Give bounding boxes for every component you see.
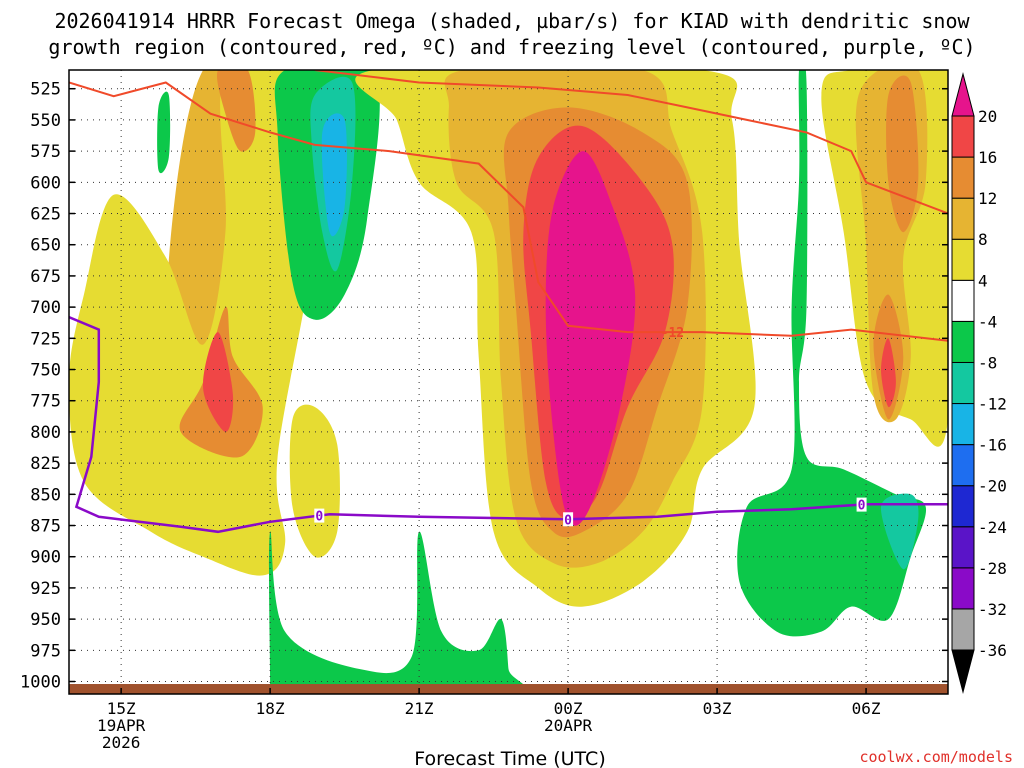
y-tick-label: 625 [30,205,61,225]
colorbar-swatch [951,485,975,528]
colorbar-swatch [951,279,975,322]
y-tick-label: 725 [30,329,61,349]
dendritic-contour-line [69,81,948,342]
colorbar-label: 12 [978,189,997,208]
x-tick-label: 03Z [703,699,732,718]
credit-link[interactable]: coolwx.com/models [859,748,1013,766]
omega-region [202,332,234,432]
colorbar: -36 -32 -28 -24 -20 -16 -12 -8 -4 4 8 12 16 20 [951,72,1007,694]
colorbar-label: 8 [978,230,988,249]
omega-region [289,404,340,558]
colorbar-label: -32 [978,600,1007,619]
x-tick-label: 21Z [405,699,434,718]
colorbar-label: -28 [978,559,1007,578]
omega-region [217,70,256,152]
colorbar-label: 16 [978,148,997,167]
x-tick-label: 15Z [107,699,136,718]
y-tick-label: 600 [30,173,61,193]
freezing-contour-label: 0 [858,499,866,514]
freezing-label-bg [563,512,574,527]
colorbar-swatch [951,361,975,405]
colorbar-label: -16 [978,436,1007,455]
x-tick-label: 00Z [554,699,583,718]
x-axis-title: Forecast Time (UTC) [414,748,605,768]
plot-area: 0 0 0 -12 [68,69,949,695]
colorbar-label: -8 [978,353,997,372]
dendritic-contour-line-upper [314,70,948,215]
colorbar-swatch [951,567,975,610]
y-tick-label: 900 [30,548,61,568]
y-tick-label: 825 [30,454,61,474]
omega-region [259,531,527,694]
colorbar-label: -36 [978,641,1007,660]
colorbar-swatch [951,608,975,651]
colorbar-swatch [951,403,975,446]
y-tick-label: 875 [30,517,61,537]
omega-region [157,91,171,174]
colorbar-over-triangle [951,72,975,117]
x-tick-label: 18Z [256,699,285,718]
omega-region [321,113,347,237]
x-tick-date-label: 19APR [97,716,146,735]
colorbar-swatch [951,156,975,199]
terrain-strip [69,684,948,694]
colorbar-swatch [951,115,975,158]
y-tick-label: 550 [30,111,61,131]
y-tick-label: 925 [30,579,61,599]
y-tick-label: 750 [30,361,61,381]
freezing-contour-label: 0 [315,510,323,525]
x-tick-date-label: 20APR [544,716,593,735]
colorbar-swatch [951,444,975,487]
freezing-contour-label: 0 [564,513,572,528]
y-tick-label: 1000 [20,673,61,693]
colorbar-swatch [951,238,975,281]
freezing-contour-line [69,315,948,534]
y-tick-label: 850 [30,485,61,505]
colorbar-label: -12 [978,395,1007,414]
colorbar-label: 20 [978,107,997,126]
colorbar-swatch [951,526,975,569]
x-tick-label: 06Z [852,699,881,718]
colorbar-swatch [951,320,975,363]
y-tick-label: 575 [30,142,61,162]
plot-frame [68,69,949,695]
omega-region [69,70,319,576]
y-axis: 525 550 575 600 625 650 675 700 725 750 775 800 825 8… [20,80,948,693]
y-tick-label: 950 [30,610,61,630]
chart-title-line1: 2026041914 HRRR Forecast Omega (shaded, … [54,9,970,33]
colorbar-under-triangle [951,649,975,694]
colorbar-label: -24 [978,518,1007,537]
omega-region [881,338,896,408]
colorbar-label: -4 [978,312,997,331]
y-tick-label: 800 [30,423,61,443]
y-tick-label: 975 [30,641,61,661]
y-tick-label: 775 [30,392,61,412]
colorbar-label: 4 [978,271,988,290]
colorbar-swatch [951,197,975,240]
omega-region [737,70,927,637]
chart-title-line2: growth region (contoured, red, ºC) and f… [48,35,975,59]
y-tick-label: 675 [30,267,61,287]
freezing-label-bg [856,497,867,512]
freezing-label-bg [314,508,325,523]
dendritic-contour-label: -12 [661,326,684,341]
y-tick-label: 650 [30,236,61,256]
colorbar-label: -20 [978,477,1007,496]
y-tick-label: 700 [30,298,61,318]
plot-content: 0 0 0 -12 [69,70,948,694]
omega-region [880,493,919,570]
x-tick-year-label: 2026 [102,733,141,752]
y-tick-label: 525 [30,80,61,100]
